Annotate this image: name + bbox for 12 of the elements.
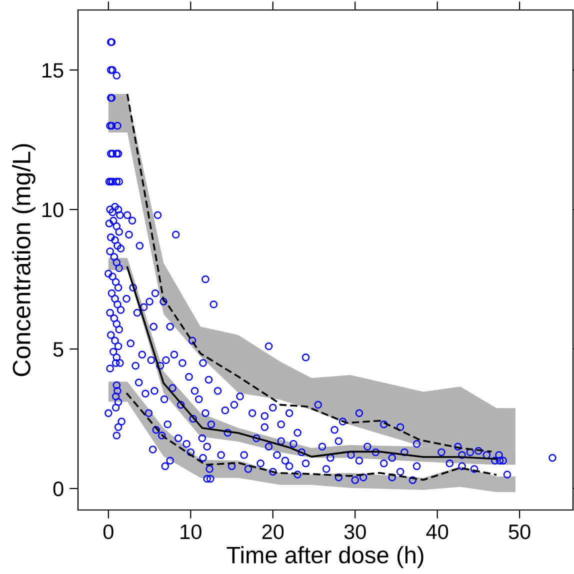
x-tick-label: 0 [103,524,114,540]
y-tick-label: 15 [42,63,64,78]
y-tick-label: 10 [42,202,64,218]
x-tick-label: 50 [508,524,530,540]
x-axis-title: Time after dose (h) [226,546,424,568]
x-tick-label: 20 [262,524,284,540]
y-axis-title: Concentration (mg/L) [12,144,36,376]
x-tick-label: 10 [180,524,202,540]
x-tick-label: 30 [344,524,366,540]
y-tick-label: 0 [53,482,64,496]
x-tick-label: 40 [426,524,448,540]
y-tick-label: 5 [53,342,64,357]
